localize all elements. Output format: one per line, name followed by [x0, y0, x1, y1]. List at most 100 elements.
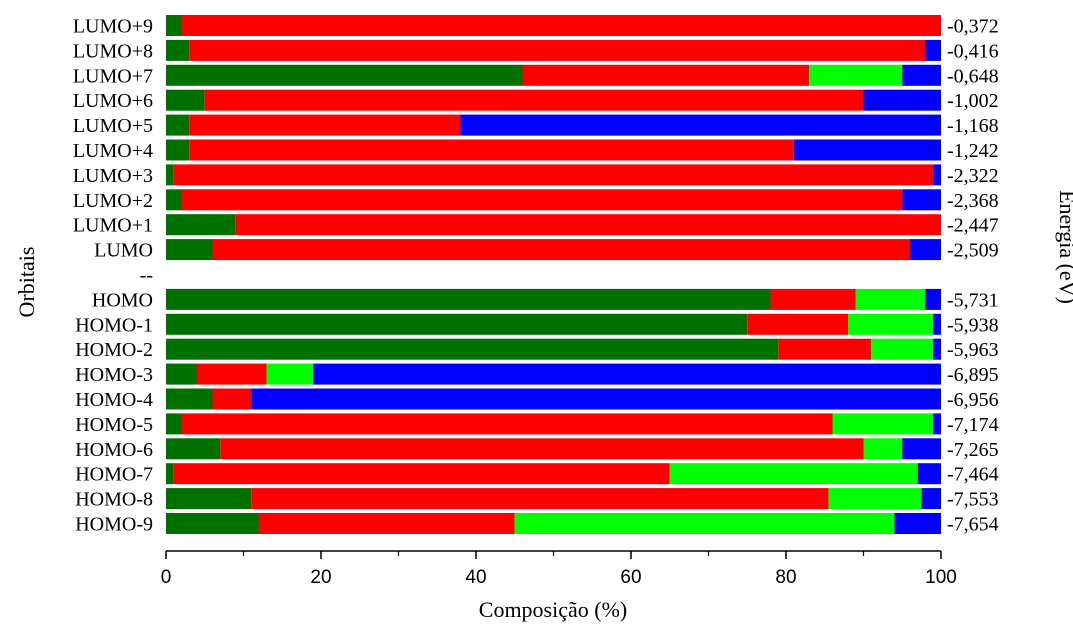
- category-label-homominus5: HOMO-5: [75, 414, 153, 436]
- bar-segment-homo-s4: [925, 288, 941, 310]
- bar-segment-lumoplus1-s1: [166, 214, 236, 236]
- energy-label-homominus4: -6,956: [947, 389, 999, 411]
- bar-segment-homominus2-s2: [778, 338, 872, 360]
- energy-label-lumoplus2: -2,368: [947, 190, 999, 212]
- x-axis: 0 20 40 60 80 100: [161, 550, 957, 588]
- energy-label-lumoplus4: -1,242: [947, 140, 999, 162]
- bar-segment-homominus4-s4: [251, 388, 941, 410]
- bar-segment-lumoplus5-s2: [189, 114, 461, 136]
- energy-label-lumoplus9: -0,372: [947, 16, 999, 38]
- bar-segment-homominus9-s1: [166, 513, 259, 534]
- bar-segment-lumoplus5-s4: [460, 114, 941, 136]
- bar-segment-homominus3-s3: [266, 363, 314, 385]
- bar-segment-lumoplus2-s1: [166, 189, 182, 211]
- category-label-lumoplus4: LUMO+4: [73, 140, 153, 162]
- bar-segment-homominus4-s1: [166, 388, 213, 410]
- energy-label-lumoplus7: -0,648: [947, 65, 999, 87]
- bar-segment-lumoplus6-s2: [204, 89, 864, 111]
- energy-label-lumoplus8: -0,416: [947, 40, 999, 62]
- category-label-lumo: LUMO: [94, 240, 153, 262]
- bar-segment-lumoplus3-s2: [173, 164, 934, 186]
- category-label-lumoplus2: LUMO+2: [73, 190, 153, 212]
- bar-segment-homominus8-s1: [166, 488, 252, 510]
- energy-label-homominus7: -7,464: [947, 464, 999, 486]
- bar-segment-homominus3-s1: [166, 363, 197, 385]
- bar-segment-lumoplus4-s2: [189, 139, 794, 161]
- bar-segment-homominus7-s3: [669, 463, 918, 485]
- energy-label-homominus2: -5,963: [947, 339, 999, 361]
- bar-segment-homominus3-s2: [197, 363, 267, 385]
- bar-segment-homo-s3: [855, 288, 926, 310]
- bar-segment-homominus8-s4: [921, 488, 941, 510]
- bar-segment-homominus8-s2: [251, 488, 829, 510]
- bar-segment-homominus9-s4: [894, 513, 941, 534]
- category-label-homominus1: HOMO-1: [75, 314, 153, 336]
- bar-segment-lumoplus7-s4: [902, 64, 941, 86]
- bar-segment-homominus1-s1: [166, 313, 748, 335]
- bar-segment-homominus1-s4: [933, 313, 941, 335]
- bar-segment-homominus2-s3: [871, 338, 934, 360]
- bar-segment-homominus7-s1: [166, 463, 174, 485]
- bar-segment-homominus5-s4: [933, 413, 941, 435]
- energy-label-homominus3: -6,895: [947, 364, 999, 386]
- bar-segment-lumoplus9-s2: [181, 15, 941, 36]
- y-axis-right-title: Energia (eV): [1055, 190, 1073, 304]
- bar-segment-lumoplus8-s2: [189, 39, 926, 61]
- bar-segment-homominus6-s3: [863, 438, 903, 460]
- x-tick-label-20: 20: [310, 567, 331, 588]
- energy-label-homominus5: -7,174: [947, 414, 999, 436]
- energy-label-homominus1: -5,938: [947, 314, 999, 336]
- bar-segment-homominus2-s1: [166, 338, 779, 360]
- category-label-homominus9: HOMO-9: [75, 514, 153, 536]
- bar-segment-lumoplus7-s2: [522, 64, 810, 86]
- bar-segment-homominus4-s2: [212, 388, 252, 410]
- category-label-lumoplus9: LUMO+9: [73, 16, 153, 38]
- energy-labels: -0,372-0,416 -0,648 -1,002 -1,168 -1,242 -2,3…: [947, 16, 999, 536]
- bar-segment-homo-s2: [770, 288, 856, 310]
- bar-segment-lumoplus6-s1: [166, 89, 205, 111]
- bar-segment-lumoplus6-s4: [863, 89, 941, 111]
- energy-label-homominus8: -7,553: [947, 489, 999, 511]
- category-label-lumoplus1: LUMO+1: [73, 215, 153, 237]
- bar-segment-lumoplus7-s1: [166, 64, 523, 86]
- energy-label-homominus9: -7,654: [947, 514, 999, 536]
- bar-segment-homo-s1: [166, 288, 771, 310]
- bar-segment-lumo-s4: [910, 239, 941, 261]
- x-tick-label-40: 40: [465, 567, 486, 588]
- category-label-homominus7: HOMO-7: [75, 464, 153, 486]
- bar-segment-lumoplus8-s1: [166, 39, 190, 61]
- bar-segment-lumoplus2-s2: [181, 189, 903, 211]
- bar-segment-lumoplus1-s2: [235, 214, 941, 236]
- category-label-homominus4: HOMO-4: [75, 389, 153, 411]
- x-tick-label-100: 100: [925, 567, 957, 588]
- energy-label-lumoplus6: -1,002: [947, 90, 999, 112]
- bar-segment-lumo-s2: [212, 239, 910, 261]
- bar-segment-homominus7-s4: [917, 463, 941, 485]
- category-label-lumoplus5: LUMO+5: [73, 115, 153, 137]
- bar-segment-lumoplus4-s1: [166, 139, 190, 161]
- bar-segment-homominus1-s3: [848, 313, 934, 335]
- bar-segment-homominus2-s4: [933, 338, 941, 360]
- category-label-homominus3: HOMO-3: [75, 364, 153, 386]
- energy-label-lumoplus1: -2,447: [947, 215, 999, 237]
- category-label-lumoplus6: LUMO+6: [73, 90, 153, 112]
- bar-segment-lumoplus7-s3: [809, 64, 903, 86]
- energy-label-homo: -5,731: [947, 289, 999, 311]
- category-label-lumoplus3: LUMO+3: [73, 165, 153, 187]
- bar-segment-homominus5-s3: [832, 413, 934, 435]
- category-label-homominus8: HOMO-8: [75, 489, 153, 511]
- bar-segment-homominus5-s1: [166, 413, 182, 435]
- bar-segment-lumoplus4-s4: [793, 139, 941, 161]
- energy-label-lumo: -2,509: [947, 240, 999, 262]
- category-label-homo: HOMO: [92, 289, 153, 311]
- y-axis-title: Orbitais: [14, 247, 39, 318]
- bar-segment-homominus9-s2: [259, 513, 515, 534]
- bar-segment-lumoplus3-s1: [166, 164, 174, 186]
- bar-segment-lumo-s1: [166, 239, 213, 261]
- bar-segment-homominus7-s2: [173, 463, 670, 485]
- bar-segment-lumoplus2-s4: [902, 189, 941, 211]
- bar-segment-lumoplus9-s1: [166, 15, 182, 36]
- bar-segment-homominus8-s3: [828, 488, 922, 510]
